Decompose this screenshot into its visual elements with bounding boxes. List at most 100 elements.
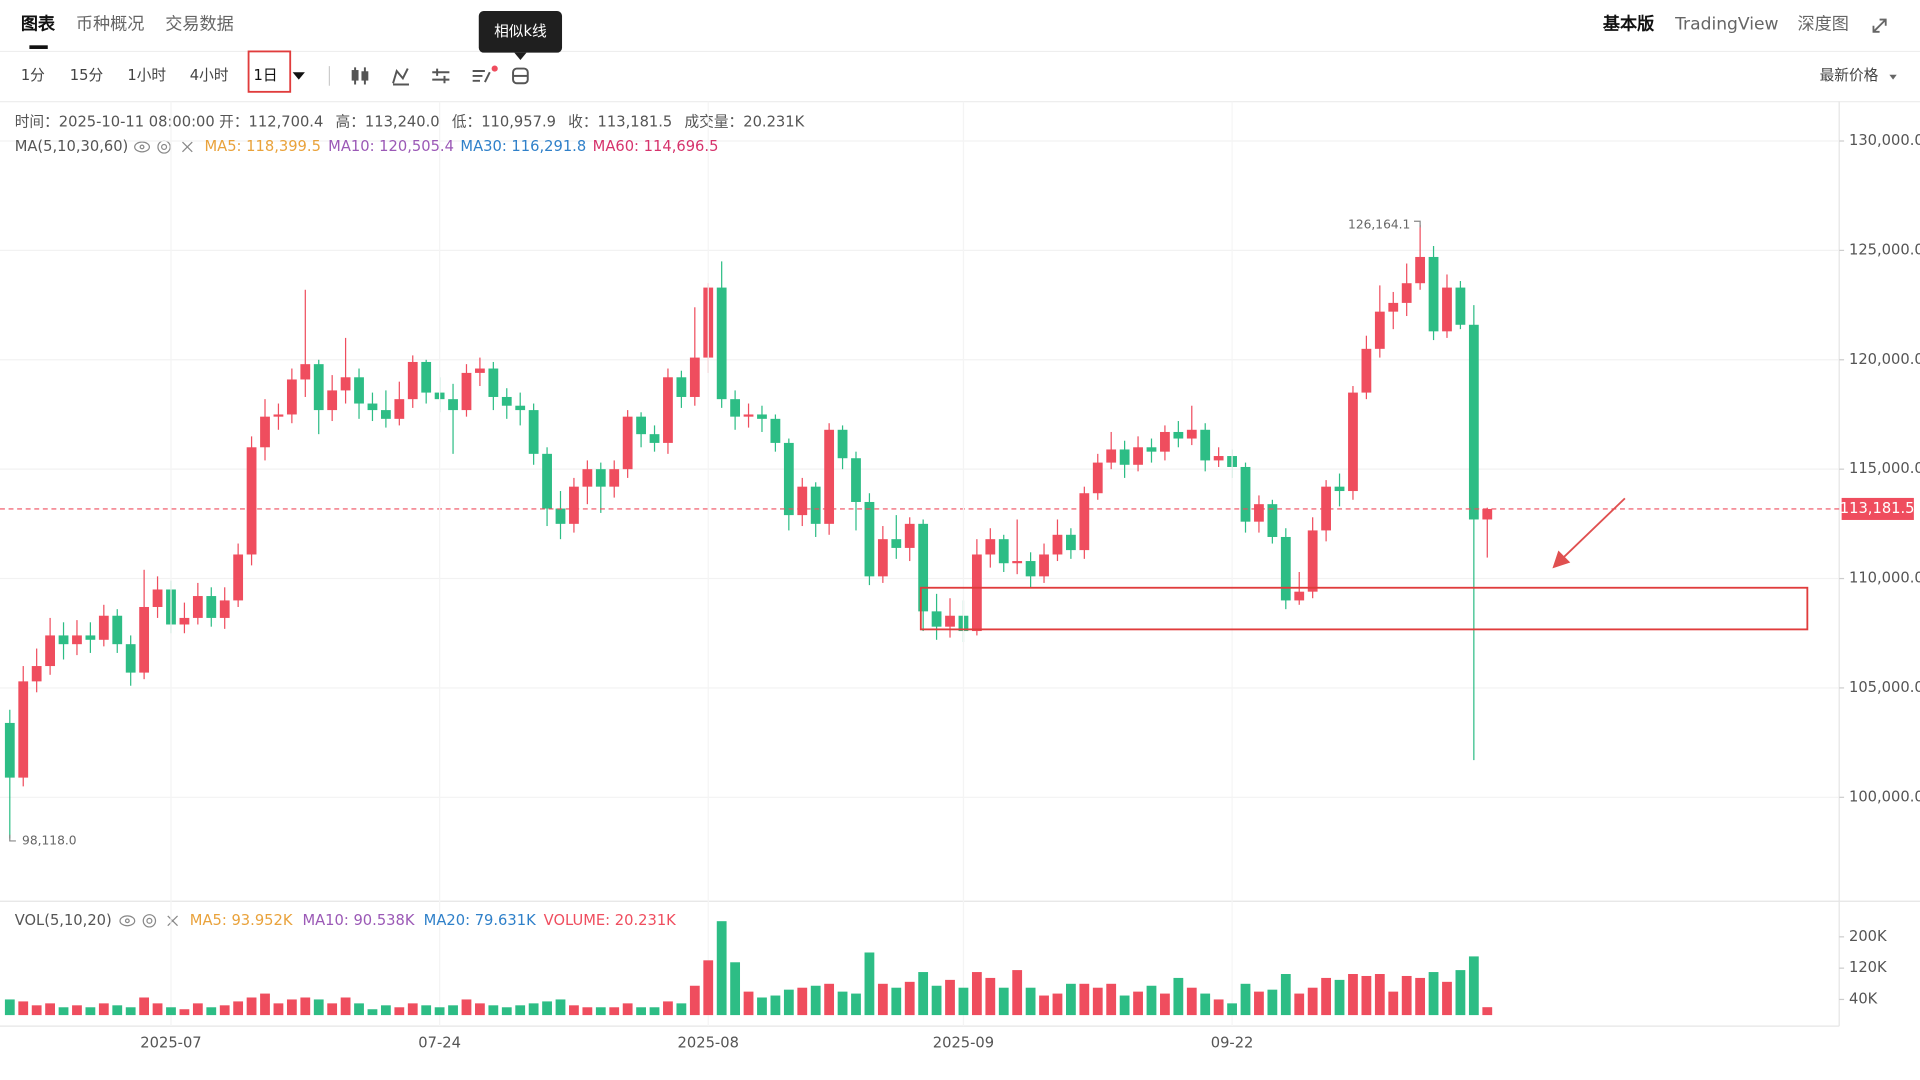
price-type-arrow[interactable]: [1889, 74, 1897, 80]
similar-kline-icon[interactable]: [512, 67, 529, 85]
volume-bar: [380, 1005, 391, 1016]
y-tick-label: 115,000.0: [1849, 460, 1920, 477]
candle-body: [300, 364, 311, 380]
candle-body: [286, 379, 297, 415]
ohlc-info: 成交量：20.231K: [684, 112, 804, 130]
candle-body: [219, 600, 230, 618]
volume-bar: [743, 991, 754, 1016]
eye-icon[interactable]: [134, 141, 150, 153]
volume-bar: [152, 1003, 163, 1016]
ohlc-info: 高：113,240.0: [336, 113, 440, 130]
candle-icon[interactable]: [351, 67, 369, 85]
candle-body: [1092, 462, 1103, 494]
candle-body: [1267, 504, 1278, 537]
volume-bar: [931, 985, 942, 1016]
close-icon[interactable]: [167, 915, 178, 927]
volume-bar: [770, 995, 781, 1016]
volume-bar: [1361, 975, 1372, 1016]
interval[interactable]: 4小时: [190, 67, 229, 84]
settings-icon[interactable]: [432, 68, 450, 84]
dropdown-arrow[interactable]: [292, 72, 305, 80]
interval[interactable]: 1日: [253, 67, 277, 84]
volume-bar: [488, 1005, 499, 1016]
interval[interactable]: 1分: [21, 67, 45, 84]
legend-item: MA10: 90.538K: [302, 912, 414, 929]
volume-bar: [1079, 983, 1090, 1016]
volume-bar: [219, 1005, 230, 1016]
eye-icon[interactable]: [119, 915, 136, 927]
candle-body: [1160, 431, 1170, 452]
interval[interactable]: 1小时: [127, 67, 166, 84]
volume-bar: [31, 1005, 42, 1016]
volume-bar: [918, 972, 929, 1016]
volume-bar: [636, 1007, 646, 1016]
ohlc-info: 收：113,181.5: [568, 113, 672, 130]
candle-body: [394, 399, 405, 419]
candle-body: [72, 635, 82, 645]
volume-bar: [1186, 987, 1197, 1016]
expand-icon[interactable]: [1872, 18, 1887, 33]
volume-bar: [1455, 970, 1466, 1016]
volume-bar: [1066, 983, 1076, 1016]
legend-icons: [119, 140, 193, 928]
volume-bar: [1428, 972, 1439, 1016]
tab[interactable]: 图表: [21, 13, 56, 34]
candle-body: [1294, 591, 1305, 601]
volume-bar: [1334, 979, 1345, 1016]
candle-body: [179, 617, 190, 625]
candle-body: [85, 635, 96, 640]
legend-item: MA30: 116,291.8: [460, 138, 586, 155]
volume-bar: [595, 1007, 606, 1016]
indicator-icon[interactable]: [392, 68, 409, 86]
volume-bar: [1012, 970, 1023, 1016]
volume-bar: [1307, 987, 1318, 1016]
volume-bar: [327, 1003, 338, 1016]
annotation-pointer: [9, 834, 16, 842]
volume-bar: [273, 1003, 284, 1016]
volume-bar: [286, 999, 297, 1016]
candle-body: [877, 539, 888, 577]
candle-body: [125, 644, 136, 673]
volume-bar: [582, 1007, 593, 1016]
view-mode[interactable]: 深度图: [1798, 14, 1849, 34]
candle-body: [488, 368, 499, 397]
volume-bar: [1200, 993, 1211, 1016]
volume-bar: [1280, 974, 1291, 1016]
view-mode[interactable]: 基本版: [1603, 13, 1655, 34]
volume-bar: [730, 962, 741, 1016]
settings-icon[interactable]: [142, 914, 157, 928]
volume-bar: [112, 1005, 123, 1016]
candle-body: [233, 554, 244, 601]
candle-body: [730, 399, 741, 417]
volume-bar: [891, 987, 902, 1016]
volume-bar: [434, 1007, 445, 1016]
candle-body: [1388, 302, 1399, 312]
candle-body: [676, 377, 687, 397]
candle-body: [1079, 493, 1090, 551]
volume-bar: [98, 1003, 109, 1016]
candle-body: [1482, 508, 1493, 520]
volume-bar: [622, 1003, 633, 1016]
volume-bar: [192, 1003, 203, 1016]
candle-body: [1280, 536, 1291, 601]
legend-item: MA5: 93.952K: [190, 912, 293, 929]
tab[interactable]: 交易数据: [165, 14, 234, 34]
draw-icon[interactable]: [472, 70, 491, 83]
view-mode[interactable]: TradingView: [1674, 14, 1778, 34]
candle-body: [1307, 530, 1318, 592]
candle-body: [475, 368, 485, 373]
volume-bar: [958, 987, 969, 1016]
candle-body: [716, 287, 727, 400]
legend-item: MA20: 79.631K: [424, 912, 536, 929]
tab[interactable]: 币种概况: [76, 14, 145, 34]
price-type[interactable]: 最新价格: [1820, 67, 1879, 84]
close-icon[interactable]: [182, 141, 193, 153]
candle-body: [1240, 466, 1251, 522]
candle-body: [783, 442, 794, 516]
candle-body: [98, 615, 109, 640]
interval[interactable]: 15分: [70, 67, 104, 84]
volume-bar: [1442, 981, 1452, 1016]
candle-body: [1039, 554, 1049, 577]
volume-bar: [851, 993, 861, 1016]
candle-body: [689, 357, 700, 397]
